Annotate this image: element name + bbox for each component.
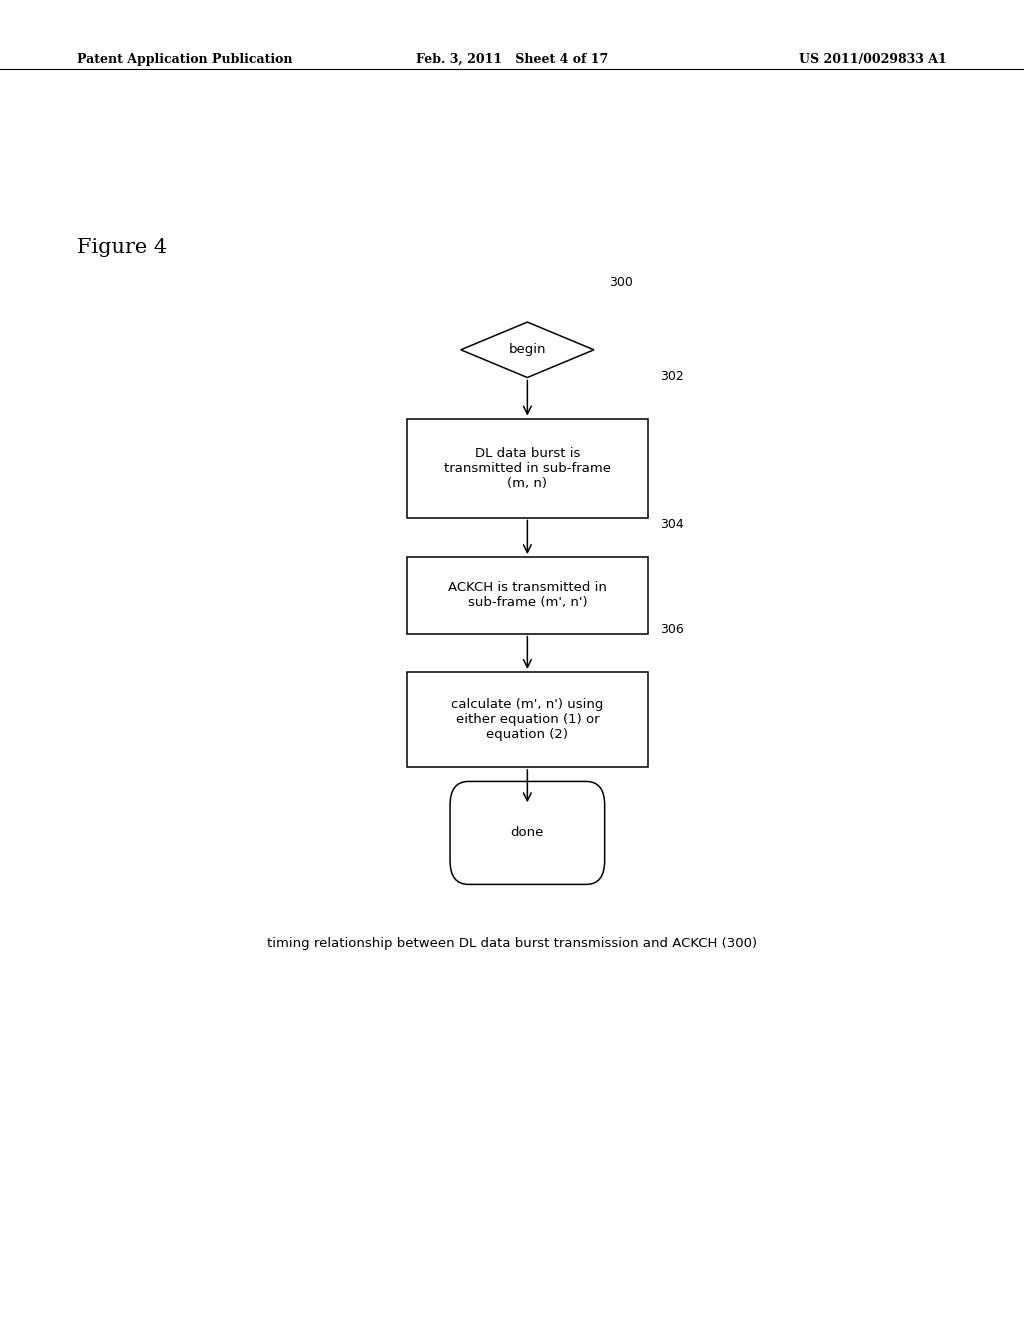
FancyBboxPatch shape: [451, 781, 604, 884]
Text: done: done: [511, 826, 544, 840]
Text: ACKCH is transmitted in
sub-frame (m', n'): ACKCH is transmitted in sub-frame (m', n…: [447, 581, 607, 610]
Text: Figure 4: Figure 4: [77, 238, 167, 256]
Text: 300: 300: [609, 276, 633, 289]
Polygon shape: [461, 322, 594, 378]
FancyBboxPatch shape: [408, 672, 648, 767]
Text: 302: 302: [660, 371, 684, 383]
Text: US 2011/0029833 A1: US 2011/0029833 A1: [800, 53, 947, 66]
Text: 306: 306: [660, 623, 684, 636]
Text: 304: 304: [660, 517, 684, 531]
Text: begin: begin: [509, 343, 546, 356]
FancyBboxPatch shape: [408, 420, 648, 517]
Text: Patent Application Publication: Patent Application Publication: [77, 53, 292, 66]
Text: timing relationship between DL data burst transmission and ACKCH (300): timing relationship between DL data burs…: [267, 937, 757, 950]
Text: Feb. 3, 2011   Sheet 4 of 17: Feb. 3, 2011 Sheet 4 of 17: [416, 53, 608, 66]
Text: DL data burst is
transmitted in sub-frame
(m, n): DL data burst is transmitted in sub-fram…: [443, 447, 611, 490]
Text: calculate (m', n') using
either equation (1) or
equation (2): calculate (m', n') using either equation…: [452, 698, 603, 741]
FancyBboxPatch shape: [408, 557, 648, 634]
